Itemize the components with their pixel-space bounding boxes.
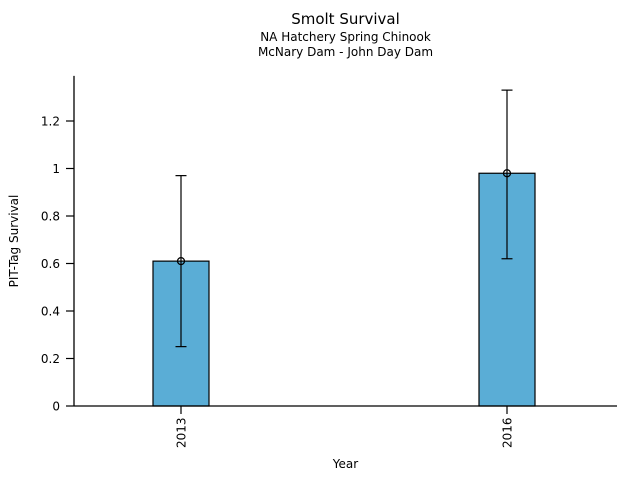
point-marker	[502, 169, 512, 178]
y-tick-label: 0.8	[41, 209, 60, 223]
y-tick-label: 0.4	[41, 304, 60, 318]
chart-subtitle-line1: NA Hatchery Spring Chinook	[260, 30, 431, 44]
y-tick-label: 0	[52, 399, 60, 413]
y-tick-label: 0.2	[41, 352, 60, 366]
point-marker	[176, 256, 186, 266]
y-tick-label: 0.6	[41, 257, 60, 271]
chart-subtitle-line2: McNary Dam - John Day Dam	[257, 45, 434, 59]
x-axis-label: Year	[332, 457, 359, 471]
y-tick-label: 1	[52, 162, 60, 176]
chart-title: Smolt Survival	[291, 10, 400, 28]
y-axis-label: PIT-Tag Survival	[7, 194, 21, 288]
x-tick-label: 2013	[174, 418, 188, 449]
x-tick-label: 2016	[500, 418, 514, 449]
y-tick-label: 1.2	[41, 114, 60, 128]
